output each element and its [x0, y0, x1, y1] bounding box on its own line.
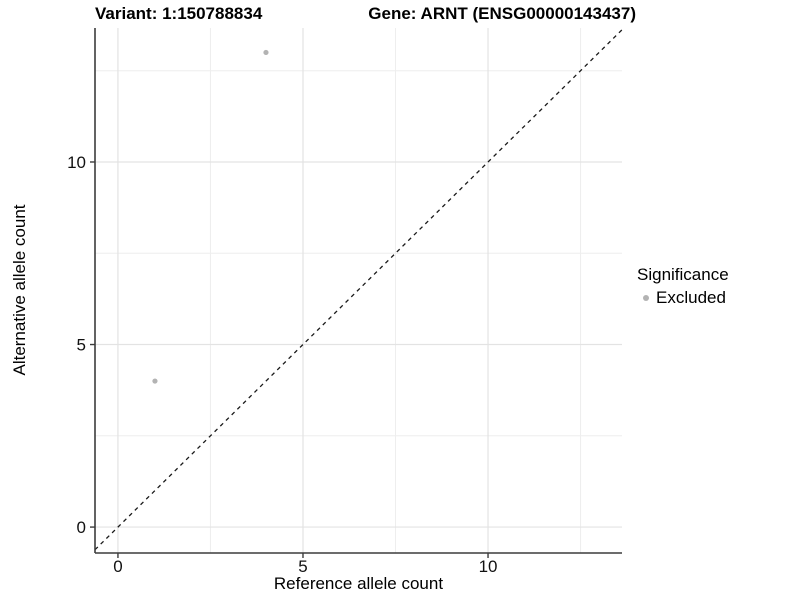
legend-title: Significance	[637, 265, 729, 284]
legend-key	[637, 290, 654, 307]
y-tick-label: 5	[77, 336, 86, 355]
x-axis-title: Reference allele count	[273, 574, 444, 593]
gene-title: Gene: ARNT (ENSG00000143437)	[368, 4, 636, 23]
data-point	[263, 49, 269, 56]
y-tick-label: 10	[67, 153, 86, 172]
x-tick-label: 10	[479, 557, 498, 576]
identity-dashed-line	[94, 29, 623, 551]
x-tick-label: 0	[113, 557, 122, 576]
legend-entry-excluded: Excluded	[637, 288, 729, 308]
y-axis-title: Alternative allele count	[10, 204, 29, 376]
excluded-point-icon	[642, 295, 649, 301]
data-point	[152, 378, 158, 384]
variant-title: Variant: 1:150788834	[95, 4, 263, 23]
x-tick-label: 5	[298, 557, 307, 576]
legend: Significance Excluded	[637, 265, 729, 308]
legend-entry-label: Excluded	[656, 288, 726, 307]
y-tick-label: 0	[77, 518, 86, 537]
